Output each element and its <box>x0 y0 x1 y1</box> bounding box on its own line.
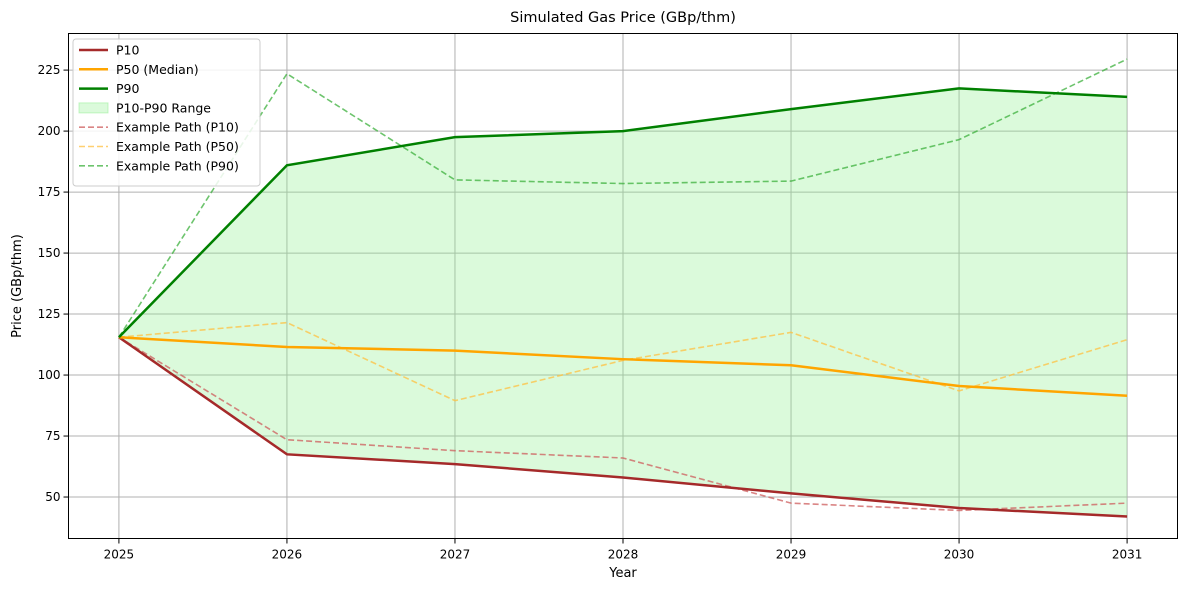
y-axis: 50 75 100 125 150 175 200 225 <box>38 63 69 504</box>
p10-p90-band <box>118 88 1128 517</box>
band-layer <box>118 88 1128 517</box>
legend-label: P10 <box>116 43 139 58</box>
chart-title: Simulated Gas Price (GBp/thm) <box>510 10 736 26</box>
y-tick-label: 50 <box>45 490 60 504</box>
x-tick-label: 2030 <box>944 548 975 562</box>
series-line-p50-median <box>118 335 1128 398</box>
y-tick-label: 125 <box>38 307 61 321</box>
x-tick-label: 2029 <box>776 548 807 562</box>
x-tick-label: 2027 <box>440 548 471 562</box>
x-axis: 2025 2026 2027 2028 2029 2030 2031 <box>104 538 1143 562</box>
y-tick-label: 75 <box>45 429 60 443</box>
x-tick-label: 2026 <box>272 548 303 562</box>
y-tick-label: 200 <box>38 124 61 138</box>
y-tick-label: 175 <box>38 185 61 199</box>
legend-swatch-band <box>78 102 109 114</box>
legend-box <box>72 38 261 187</box>
legend-label: P90 <box>116 81 139 96</box>
legend-label: Example Path (P50) <box>116 139 239 154</box>
y-tick-label: 225 <box>38 63 61 77</box>
y-tick-label: 150 <box>38 246 61 260</box>
legend-label: Example Path (P10) <box>116 120 239 135</box>
x-tick-label: 2028 <box>608 548 639 562</box>
x-axis-title: Year <box>608 566 637 581</box>
y-axis-title: Price (GBp/thm) <box>10 234 25 338</box>
series-line-p10 <box>118 336 1128 518</box>
series-line-example-path-p10 <box>118 336 1128 512</box>
series-line-p90 <box>118 87 1128 339</box>
legend-label: Example Path (P90) <box>116 158 239 173</box>
legend-label: P10-P90 Range <box>116 100 211 115</box>
series-line-example-path-p90 <box>118 58 1128 338</box>
legend: P10 P50 (Median) P90 P10-P90 Range Example P… <box>72 38 261 187</box>
y-tick-label: 100 <box>38 368 61 382</box>
x-tick-label: 2031 <box>1112 548 1143 562</box>
legend-label: P50 (Median) <box>116 62 199 77</box>
series-layer <box>118 58 1128 518</box>
x-tick-label: 2025 <box>104 548 135 562</box>
